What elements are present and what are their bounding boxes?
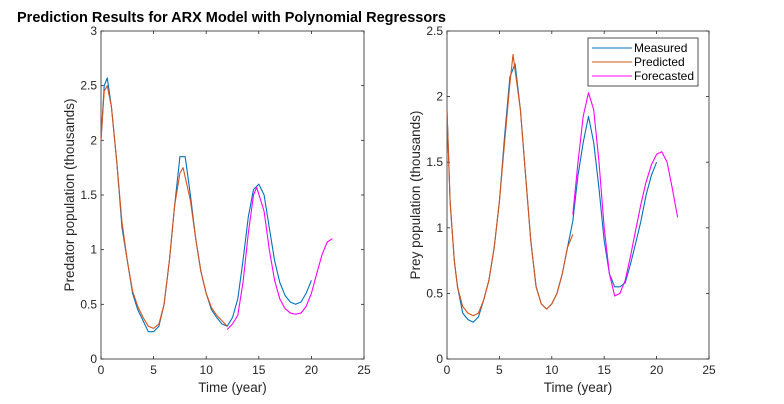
x-tick-label: 25 [702, 363, 716, 377]
x-tick-label: 5 [150, 363, 157, 377]
x-tick-label: 5 [496, 363, 503, 377]
x-tick-label: 20 [305, 363, 319, 377]
x-tick-label: 20 [650, 363, 664, 377]
series-line-predicted [446, 54, 574, 317]
x-tick-label: 15 [252, 363, 266, 377]
axes-2: 0 5 10 15 20 25 0 0.5 1 1.5 2 2.5 Time (year) Prey po… [408, 24, 716, 395]
legend-entry: Predicted [634, 55, 685, 69]
series-line-forecasted [226, 186, 333, 330]
y-tick-label: 0 [90, 352, 97, 366]
legend-entry: Measured [634, 41, 687, 55]
y-tick-label: 0.5 [80, 297, 97, 311]
x-tick-label: 0 [98, 363, 105, 377]
y-axis-label: Prey population (thousands) [408, 111, 423, 280]
x-tick-label: 10 [545, 363, 559, 377]
y-tick-label: 1 [90, 243, 97, 257]
figure-title: Prediction Results for ARX Model with Po… [17, 10, 446, 26]
axes-box [100, 30, 365, 360]
y-tick-label: 0 [436, 352, 443, 366]
y-tick-label: 1 [436, 221, 443, 235]
x-tick-label: 25 [357, 363, 371, 377]
y-tick-label: 2.5 [80, 79, 97, 93]
axes-1: 0 5 10 15 20 25 0 0.5 1 1.5 2 2.5 3 Time (year) Predat… [62, 24, 371, 395]
y-tick-label: 1.5 [426, 155, 443, 169]
series-line-forecasted [572, 92, 679, 297]
x-tick-label: 10 [200, 363, 214, 377]
x-axis-label: Time (year) [198, 380, 267, 395]
y-tick-label: 1.5 [80, 188, 97, 202]
x-axis-label: Time (year) [544, 380, 613, 395]
y-tick-label: 2 [436, 90, 443, 104]
x-tick-label: 15 [598, 363, 612, 377]
x-tick-label: 0 [444, 363, 451, 377]
series-line-predicted [100, 85, 228, 329]
legend-entry: Forecasted [634, 69, 694, 83]
y-tick-label: 0.5 [426, 286, 443, 300]
y-tick-label: 3 [90, 24, 97, 38]
y-axis-label: Predator population (thousands) [62, 99, 77, 292]
y-tick-label: 2.5 [426, 24, 443, 38]
y-tick-label: 2 [90, 133, 97, 147]
